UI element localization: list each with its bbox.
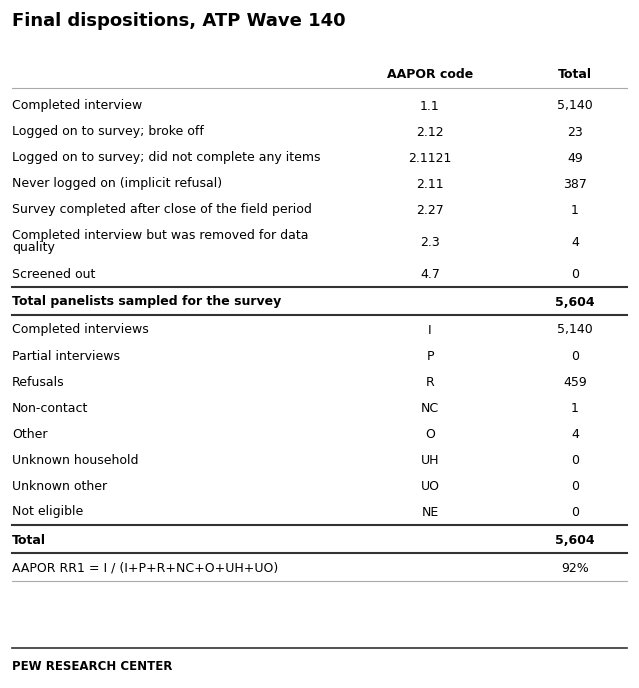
Text: NE: NE [421, 506, 438, 519]
Text: Refusals: Refusals [12, 376, 65, 389]
Text: 2.27: 2.27 [416, 204, 444, 217]
Text: Final dispositions, ATP Wave 140: Final dispositions, ATP Wave 140 [12, 12, 346, 30]
Text: Logged on to survey; did not complete any items: Logged on to survey; did not complete an… [12, 151, 321, 164]
Text: 1: 1 [571, 402, 579, 414]
Text: Total panelists sampled for the survey: Total panelists sampled for the survey [12, 296, 281, 308]
Text: Non-contact: Non-contact [12, 402, 88, 414]
Text: 4.7: 4.7 [420, 268, 440, 281]
Text: 2.3: 2.3 [420, 235, 440, 248]
Text: AAPOR RR1 = I / (I+P+R+NC+O+UH+UO): AAPOR RR1 = I / (I+P+R+NC+O+UH+UO) [12, 561, 278, 574]
Text: O: O [425, 427, 435, 440]
Text: 0: 0 [571, 350, 579, 363]
Text: Survey completed after close of the field period: Survey completed after close of the fiel… [12, 204, 312, 217]
Text: 2.1121: 2.1121 [408, 151, 452, 164]
Text: Completed interview: Completed interview [12, 100, 142, 113]
Text: Completed interview but was removed for data: Completed interview but was removed for … [12, 230, 309, 242]
Text: Completed interviews: Completed interviews [12, 323, 149, 336]
Text: 0: 0 [571, 506, 579, 519]
Text: 5,604: 5,604 [555, 533, 595, 546]
Text: UH: UH [420, 453, 439, 466]
Text: Total: Total [558, 68, 592, 81]
Text: 5,140: 5,140 [557, 100, 593, 113]
Text: 23: 23 [567, 125, 583, 138]
Text: P: P [426, 350, 434, 363]
Text: 2.12: 2.12 [416, 125, 444, 138]
Text: Screened out: Screened out [12, 268, 95, 281]
Text: 5,140: 5,140 [557, 323, 593, 336]
Text: NC: NC [421, 402, 439, 414]
Text: Never logged on (implicit refusal): Never logged on (implicit refusal) [12, 178, 222, 191]
Text: 4: 4 [571, 235, 579, 248]
Text: 92%: 92% [561, 561, 589, 574]
Text: 4: 4 [571, 427, 579, 440]
Text: 1.1: 1.1 [420, 100, 440, 113]
Text: Partial interviews: Partial interviews [12, 350, 120, 363]
Text: 387: 387 [563, 178, 587, 191]
Text: 0: 0 [571, 453, 579, 466]
Text: UO: UO [420, 480, 440, 493]
Text: PEW RESEARCH CENTER: PEW RESEARCH CENTER [12, 660, 173, 673]
Text: 2.11: 2.11 [416, 178, 444, 191]
Text: I: I [428, 323, 432, 336]
Text: Not eligible: Not eligible [12, 506, 83, 519]
Text: 5,604: 5,604 [555, 296, 595, 308]
Text: Unknown other: Unknown other [12, 480, 107, 493]
Text: R: R [426, 376, 435, 389]
Text: 0: 0 [571, 480, 579, 493]
Text: 0: 0 [571, 268, 579, 281]
Text: Logged on to survey; broke off: Logged on to survey; broke off [12, 125, 204, 138]
Text: 49: 49 [567, 151, 583, 164]
Text: Total: Total [12, 533, 46, 546]
Text: Other: Other [12, 427, 47, 440]
Text: 1: 1 [571, 204, 579, 217]
Text: AAPOR code: AAPOR code [387, 68, 473, 81]
Text: Unknown household: Unknown household [12, 453, 139, 466]
Text: 459: 459 [563, 376, 587, 389]
Text: quality: quality [12, 241, 55, 255]
